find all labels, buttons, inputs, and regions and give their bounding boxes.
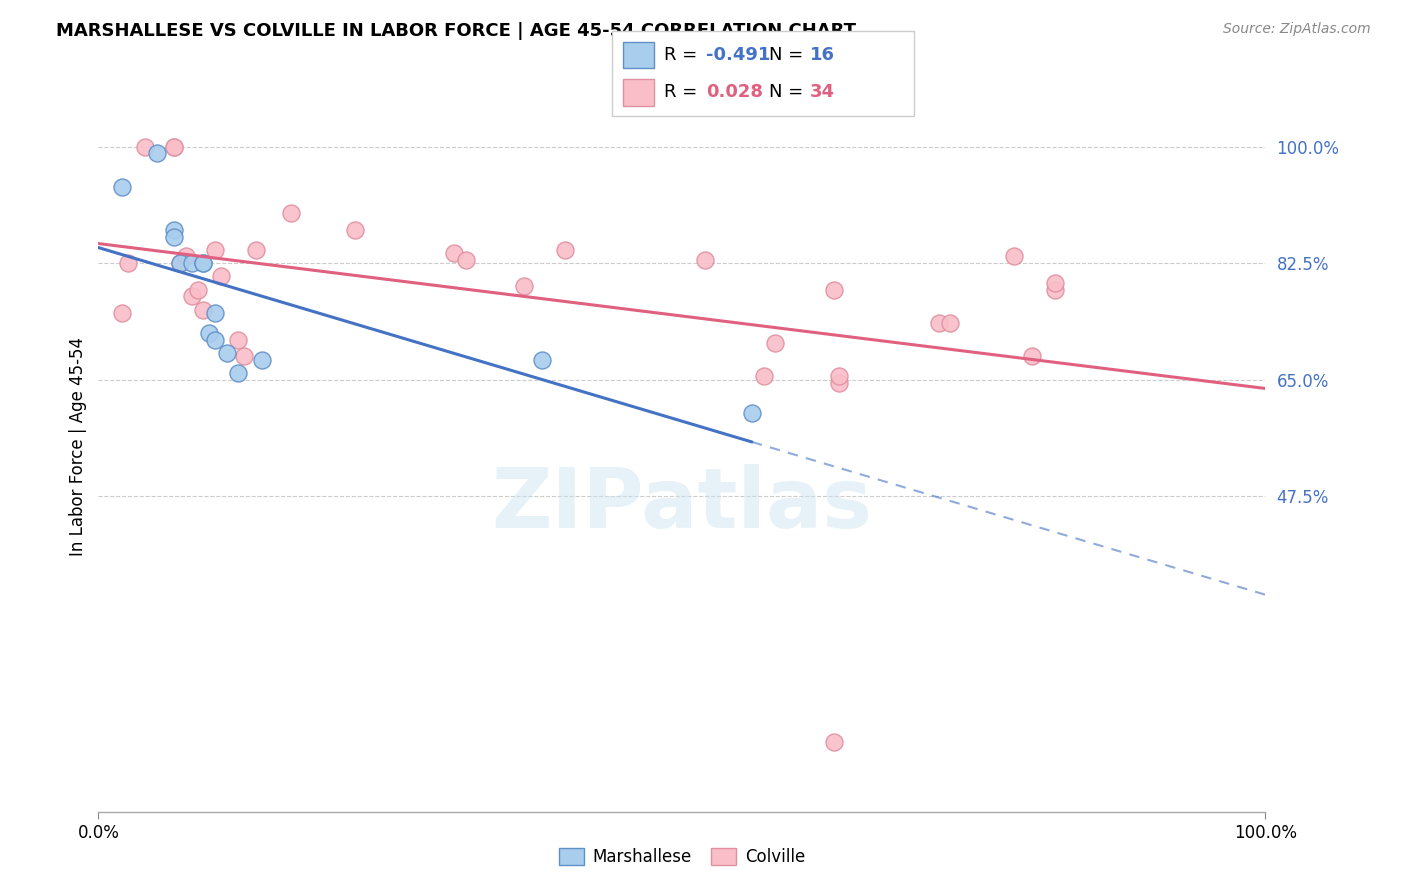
Point <box>1045 283 1067 297</box>
Point <box>215 346 238 360</box>
Text: R =: R = <box>664 46 703 64</box>
Point <box>193 256 215 270</box>
Point <box>344 223 367 237</box>
Point <box>250 352 273 367</box>
Point <box>752 369 775 384</box>
Point <box>228 333 250 347</box>
Point <box>163 140 186 154</box>
Point <box>117 256 139 270</box>
Point <box>180 256 202 270</box>
Point <box>146 146 169 161</box>
Point <box>193 256 215 270</box>
Point <box>513 279 536 293</box>
Point <box>180 289 202 303</box>
Text: MARSHALLESE VS COLVILLE IN LABOR FORCE | AGE 45-54 CORRELATION CHART: MARSHALLESE VS COLVILLE IN LABOR FORCE |… <box>56 22 856 40</box>
Point <box>187 283 209 297</box>
Point <box>198 326 221 340</box>
Text: -0.491: -0.491 <box>706 46 770 64</box>
Point <box>554 243 576 257</box>
Text: Source: ZipAtlas.com: Source: ZipAtlas.com <box>1223 22 1371 37</box>
Legend: Marshallese, Colville: Marshallese, Colville <box>553 841 811 873</box>
Text: R =: R = <box>664 83 703 101</box>
Point <box>1021 349 1043 363</box>
Point <box>443 246 465 260</box>
Point <box>1045 276 1067 290</box>
Point <box>163 223 186 237</box>
Point <box>233 349 256 363</box>
Point <box>163 229 186 244</box>
Point <box>763 335 786 350</box>
Point <box>823 283 845 297</box>
Text: N =: N = <box>769 83 808 101</box>
Point <box>280 206 302 220</box>
Point <box>169 256 191 270</box>
Point <box>111 306 134 320</box>
Point <box>204 306 226 320</box>
Point <box>204 243 226 257</box>
Text: N =: N = <box>769 46 808 64</box>
Point <box>174 250 197 264</box>
Point <box>530 352 553 367</box>
Point <box>193 302 215 317</box>
Point <box>928 316 950 330</box>
Point <box>204 333 226 347</box>
Point <box>111 179 134 194</box>
Point <box>695 252 717 267</box>
Text: 0.028: 0.028 <box>706 83 763 101</box>
Y-axis label: In Labor Force | Age 45-54: In Labor Force | Age 45-54 <box>69 336 87 556</box>
Text: ZIPatlas: ZIPatlas <box>492 464 872 545</box>
Point <box>939 316 962 330</box>
Point <box>228 366 250 380</box>
Point <box>134 140 156 154</box>
Point <box>823 735 845 749</box>
Point <box>828 369 851 384</box>
Point <box>169 256 191 270</box>
Point <box>741 406 763 420</box>
Point <box>245 243 267 257</box>
Text: 34: 34 <box>810 83 835 101</box>
Point <box>454 252 477 267</box>
Point <box>828 376 851 390</box>
Point <box>163 140 186 154</box>
Point <box>1004 250 1026 264</box>
Point <box>209 269 232 284</box>
Text: 16: 16 <box>810 46 835 64</box>
